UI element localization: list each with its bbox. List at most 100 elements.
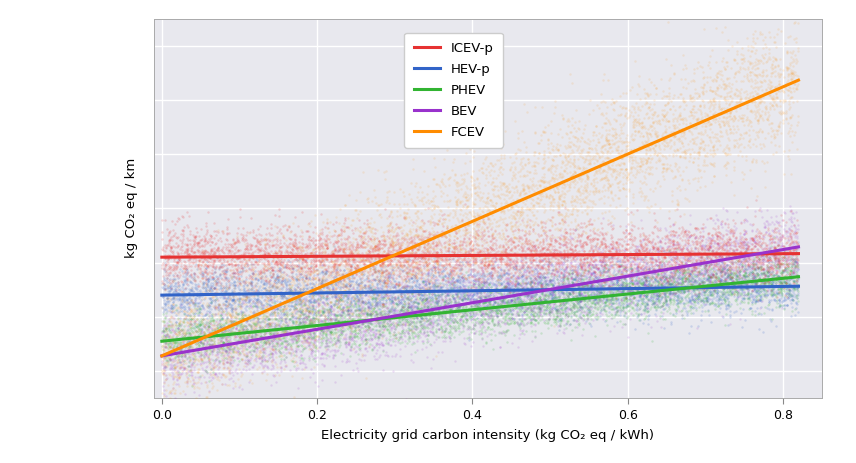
Point	[173, 329, 187, 336]
Point	[268, 259, 282, 266]
Point	[776, 108, 790, 115]
Point	[414, 287, 428, 294]
Point	[473, 275, 487, 282]
Point	[783, 292, 797, 300]
Point	[285, 294, 299, 301]
Point	[414, 312, 428, 319]
Point	[336, 225, 350, 232]
Point	[617, 280, 631, 287]
Point	[354, 301, 368, 308]
Point	[671, 93, 685, 100]
Point	[206, 262, 220, 269]
Point	[360, 318, 373, 325]
Point	[516, 261, 530, 269]
Point	[635, 144, 649, 151]
Point	[776, 278, 789, 286]
Point	[746, 277, 760, 284]
Point	[402, 303, 416, 310]
Point	[584, 305, 597, 313]
Point	[672, 275, 686, 283]
Point	[367, 352, 381, 359]
Point	[384, 312, 398, 319]
Point	[175, 357, 189, 365]
Point	[345, 275, 359, 282]
Point	[365, 295, 378, 303]
Point	[310, 281, 324, 288]
Point	[196, 340, 210, 347]
Point	[223, 241, 237, 248]
Point	[323, 271, 336, 279]
Point	[630, 244, 644, 251]
Point	[592, 308, 606, 316]
Point	[473, 277, 486, 284]
Point	[445, 330, 459, 337]
Point	[687, 287, 700, 294]
Point	[289, 339, 303, 347]
Point	[217, 364, 231, 372]
Point	[627, 293, 641, 300]
Point	[339, 303, 353, 311]
Point	[556, 237, 569, 244]
Point	[413, 286, 427, 293]
Point	[177, 348, 191, 356]
Point	[666, 248, 680, 255]
Point	[727, 57, 740, 64]
Point	[551, 278, 565, 285]
Point	[416, 295, 430, 303]
Point	[641, 315, 655, 322]
Point	[279, 335, 293, 342]
Point	[657, 232, 671, 240]
Point	[750, 232, 764, 239]
Point	[181, 346, 195, 354]
Point	[678, 274, 692, 282]
Point	[508, 319, 521, 327]
Point	[295, 228, 309, 235]
Point	[675, 277, 688, 284]
Point	[677, 267, 691, 274]
Point	[365, 235, 378, 242]
Point	[367, 275, 381, 283]
Point	[551, 257, 565, 264]
Point	[609, 250, 622, 258]
Point	[471, 269, 484, 277]
Point	[762, 265, 776, 273]
Point	[289, 286, 303, 294]
Point	[637, 291, 651, 299]
Point	[327, 334, 341, 342]
Point	[620, 302, 633, 309]
Point	[598, 237, 612, 244]
Point	[346, 286, 360, 293]
Point	[337, 313, 351, 320]
Point	[595, 250, 609, 257]
Point	[381, 288, 395, 295]
Point	[775, 266, 788, 274]
Point	[662, 117, 675, 125]
Point	[447, 158, 461, 166]
Point	[429, 252, 443, 259]
Point	[571, 282, 585, 290]
Point	[222, 298, 235, 306]
Point	[536, 279, 550, 286]
Point	[462, 291, 476, 298]
Point	[249, 350, 263, 358]
Point	[297, 328, 311, 335]
Point	[548, 236, 562, 243]
Point	[395, 306, 408, 313]
Point	[341, 295, 354, 303]
Point	[390, 247, 404, 255]
Point	[286, 298, 300, 305]
Point	[348, 325, 361, 332]
Point	[639, 150, 652, 157]
Point	[404, 357, 418, 364]
Point	[642, 280, 656, 287]
Point	[550, 182, 563, 190]
Point	[632, 115, 645, 123]
Point	[372, 316, 385, 323]
Point	[308, 291, 322, 298]
Point	[544, 289, 558, 296]
Point	[701, 61, 715, 69]
Point	[639, 165, 652, 172]
Point	[741, 262, 755, 269]
Point	[451, 276, 465, 284]
Point	[437, 232, 451, 240]
